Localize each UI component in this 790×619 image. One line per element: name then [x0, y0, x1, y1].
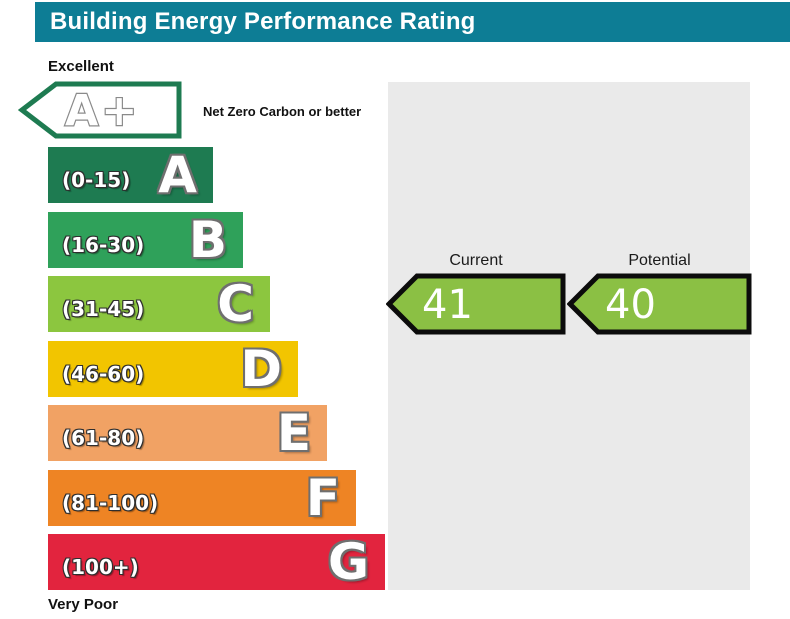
band-letter: D: [240, 340, 282, 398]
potential-value: 40: [605, 282, 656, 328]
current-rating-arrow: 41: [386, 273, 566, 335]
header-bar: Building Energy Performance Rating: [35, 2, 790, 42]
band-letter: G: [327, 533, 369, 591]
potential-arrow-shape: [567, 273, 752, 335]
aplus-letter: A+: [65, 86, 140, 136]
very-poor-label: Very Poor: [48, 596, 119, 613]
band-f: (81-100) F: [48, 470, 356, 526]
band-letter: B: [188, 211, 227, 269]
excellent-label: Excellent: [48, 58, 114, 75]
band-range: (100+): [62, 555, 139, 579]
band-b: (16-30) B: [48, 212, 243, 268]
band-range: (46-60): [62, 362, 145, 386]
band-letter: F: [305, 469, 340, 527]
potential-label: Potential: [628, 252, 691, 269]
potential-rating-arrow: 40: [567, 273, 752, 335]
band-range: (81-100): [62, 491, 159, 515]
band-g: (100+) G: [48, 534, 385, 590]
current-arrow-shape: [386, 273, 566, 335]
band-a: (0-15) A: [48, 147, 213, 203]
band-e: (61-80) E: [48, 405, 327, 461]
band-range: (31-45): [62, 297, 145, 321]
band-d: (46-60) D: [48, 341, 298, 397]
current-label: Current: [449, 252, 503, 269]
band-c: (31-45) C: [48, 276, 270, 332]
net-zero-note: Net Zero Carbon or better: [203, 104, 362, 119]
band-range: (0-15): [62, 168, 131, 192]
band-letter: C: [217, 275, 254, 333]
aplus-band-arrow: A+: [18, 81, 182, 139]
current-value: 41: [422, 282, 473, 328]
band-range: (16-30): [62, 233, 145, 257]
aplus-arrow-shape: [18, 81, 182, 139]
band-range: (61-80): [62, 426, 145, 450]
band-letter: E: [276, 404, 311, 462]
page-title: Building Energy Performance Rating: [50, 8, 476, 35]
chart-background-panel: [388, 82, 750, 590]
band-letter: A: [158, 146, 197, 204]
